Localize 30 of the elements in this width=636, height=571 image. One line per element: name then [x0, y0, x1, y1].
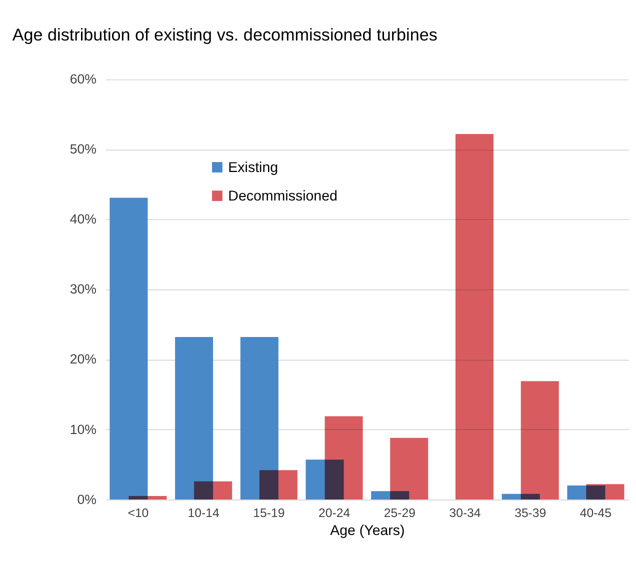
bar: [110, 198, 148, 500]
chart-title: Age distribution of existing vs. decommissioned turbines: [12, 25, 438, 44]
bar: [324, 416, 363, 500]
y-tick-label: 30%: [70, 282, 97, 297]
legend-label: Existing: [228, 160, 278, 176]
x-tick-label: 40-45: [580, 506, 612, 520]
legend-label: Decommissioned: [228, 188, 338, 205]
bar: [240, 337, 278, 500]
x-tick-label: 25-29: [384, 506, 416, 520]
x-tick-label: 20-24: [318, 506, 350, 520]
bar: [390, 438, 428, 500]
x-axis-title: Age (Years): [330, 523, 405, 540]
bar: [259, 470, 298, 500]
y-tick-label: 50%: [70, 142, 97, 157]
y-tick-label: 0%: [77, 492, 97, 507]
y-tick-label: 20%: [70, 352, 97, 367]
bar: [194, 481, 232, 500]
bar: [455, 134, 494, 500]
bar: [520, 381, 559, 500]
x-tick-label: 35-39: [514, 506, 546, 520]
bar: [128, 496, 167, 500]
x-tick-label: 15-19: [253, 506, 285, 520]
x-tick-label: 30-34: [449, 506, 481, 520]
y-tick-label: 40%: [70, 212, 97, 227]
y-tick-label: 10%: [70, 422, 97, 437]
x-tick-label: <10: [128, 506, 149, 520]
x-tick-label: 10-14: [188, 506, 220, 520]
y-tick-label: 60%: [70, 72, 97, 87]
bar: [175, 337, 214, 500]
bar: [586, 484, 624, 500]
